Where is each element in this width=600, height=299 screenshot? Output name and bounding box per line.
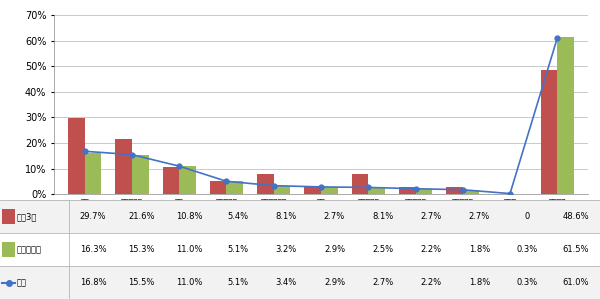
Text: 1.8%: 1.8%: [469, 245, 490, 254]
Text: 48.6%: 48.6%: [563, 212, 589, 221]
Bar: [463, 190, 479, 194]
Text: 1.8%: 1.8%: [469, 278, 490, 287]
Text: 8.1%: 8.1%: [275, 212, 297, 221]
Bar: [257, 174, 274, 194]
Bar: [2, 242, 15, 257]
Text: 被災地以外: 被災地以外: [17, 245, 42, 254]
Text: 15.3%: 15.3%: [128, 245, 155, 254]
Bar: [2, 209, 15, 224]
Text: 3.2%: 3.2%: [275, 245, 297, 254]
Text: 15.5%: 15.5%: [128, 278, 155, 287]
Text: 61.0%: 61.0%: [563, 278, 589, 287]
Text: 5.1%: 5.1%: [227, 245, 248, 254]
Bar: [352, 174, 368, 194]
Text: 2.7%: 2.7%: [421, 212, 442, 221]
Bar: [132, 155, 149, 194]
Bar: [541, 70, 557, 194]
Text: 2.9%: 2.9%: [324, 278, 345, 287]
Text: 2.2%: 2.2%: [421, 245, 442, 254]
Text: 61.5%: 61.5%: [563, 245, 589, 254]
Bar: [446, 187, 463, 194]
Text: 被災3県: 被災3県: [17, 212, 37, 221]
Text: 5.1%: 5.1%: [227, 278, 248, 287]
Text: 5.4%: 5.4%: [227, 212, 248, 221]
Bar: [0, 200, 600, 233]
Text: 0: 0: [525, 212, 530, 221]
Bar: [163, 167, 179, 194]
Text: 8.1%: 8.1%: [372, 212, 394, 221]
Text: 29.7%: 29.7%: [80, 212, 106, 221]
Text: 全体: 全体: [17, 278, 27, 287]
Text: 2.9%: 2.9%: [324, 245, 345, 254]
Text: 3.4%: 3.4%: [275, 278, 297, 287]
Bar: [399, 187, 416, 194]
Bar: [115, 139, 132, 194]
Text: 0.3%: 0.3%: [517, 278, 538, 287]
Bar: [321, 187, 338, 194]
Text: 2.5%: 2.5%: [372, 245, 394, 254]
Text: 2.7%: 2.7%: [469, 212, 490, 221]
Text: 11.0%: 11.0%: [176, 278, 203, 287]
Text: 0.3%: 0.3%: [517, 245, 538, 254]
Bar: [0, 233, 600, 266]
Bar: [0, 266, 600, 299]
Bar: [68, 118, 85, 194]
Bar: [557, 37, 574, 194]
Bar: [368, 188, 385, 194]
Text: 2.7%: 2.7%: [372, 278, 394, 287]
Bar: [179, 166, 196, 194]
Text: 2.2%: 2.2%: [421, 278, 442, 287]
Bar: [274, 186, 290, 194]
Text: 16.8%: 16.8%: [80, 278, 106, 287]
Bar: [226, 181, 243, 194]
Bar: [416, 189, 432, 194]
Bar: [85, 152, 101, 194]
Text: 21.6%: 21.6%: [128, 212, 155, 221]
Text: 11.0%: 11.0%: [176, 245, 203, 254]
Text: 10.8%: 10.8%: [176, 212, 203, 221]
Text: 2.7%: 2.7%: [324, 212, 345, 221]
Bar: [304, 187, 321, 194]
Bar: [510, 193, 527, 194]
Text: 16.3%: 16.3%: [80, 245, 106, 254]
Bar: [210, 181, 226, 194]
